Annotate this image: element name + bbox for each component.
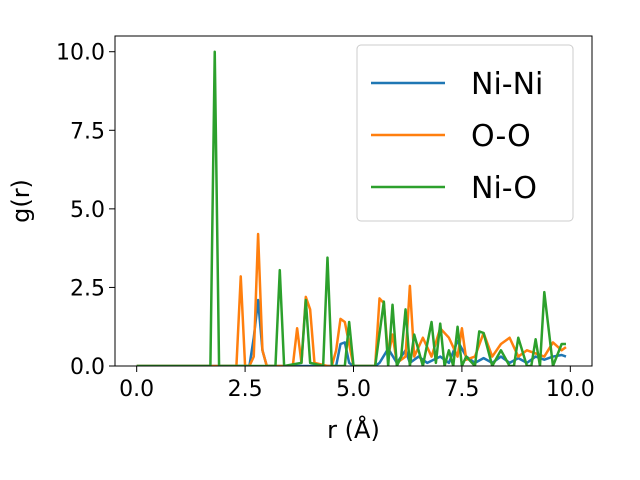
x-tick-label: 2.5 [228, 377, 263, 402]
series-line-ni-o [136, 50, 566, 366]
legend-label: Ni-O [471, 171, 537, 206]
x-axis-label: r (Å) [327, 415, 380, 444]
y-axis: 0.0 2.5 5.0 7.5 10.0 [56, 41, 115, 380]
x-tick-label: 5.0 [336, 377, 371, 402]
legend-label: Ni-Ni [471, 67, 543, 102]
legend-label: O-O [471, 119, 531, 154]
x-tick-label: 10.0 [546, 377, 595, 402]
x-axis: 0.0 2.5 5.0 7.5 10.0 [119, 366, 595, 402]
y-tick-label: 7.5 [70, 119, 105, 144]
series-layer [136, 50, 567, 366]
x-tick-label: 7.5 [444, 377, 479, 402]
y-tick-label: 0.0 [70, 355, 105, 380]
y-tick-label: 5.0 [70, 198, 105, 223]
y-tick-label: 2.5 [70, 276, 105, 301]
legend: Ni-Ni O-O Ni-O [356, 44, 574, 222]
legend-box [356, 44, 574, 222]
y-axis-label: g(r) [7, 179, 35, 223]
y-tick-label: 10.0 [56, 41, 105, 66]
x-tick-label: 0.0 [119, 377, 154, 402]
